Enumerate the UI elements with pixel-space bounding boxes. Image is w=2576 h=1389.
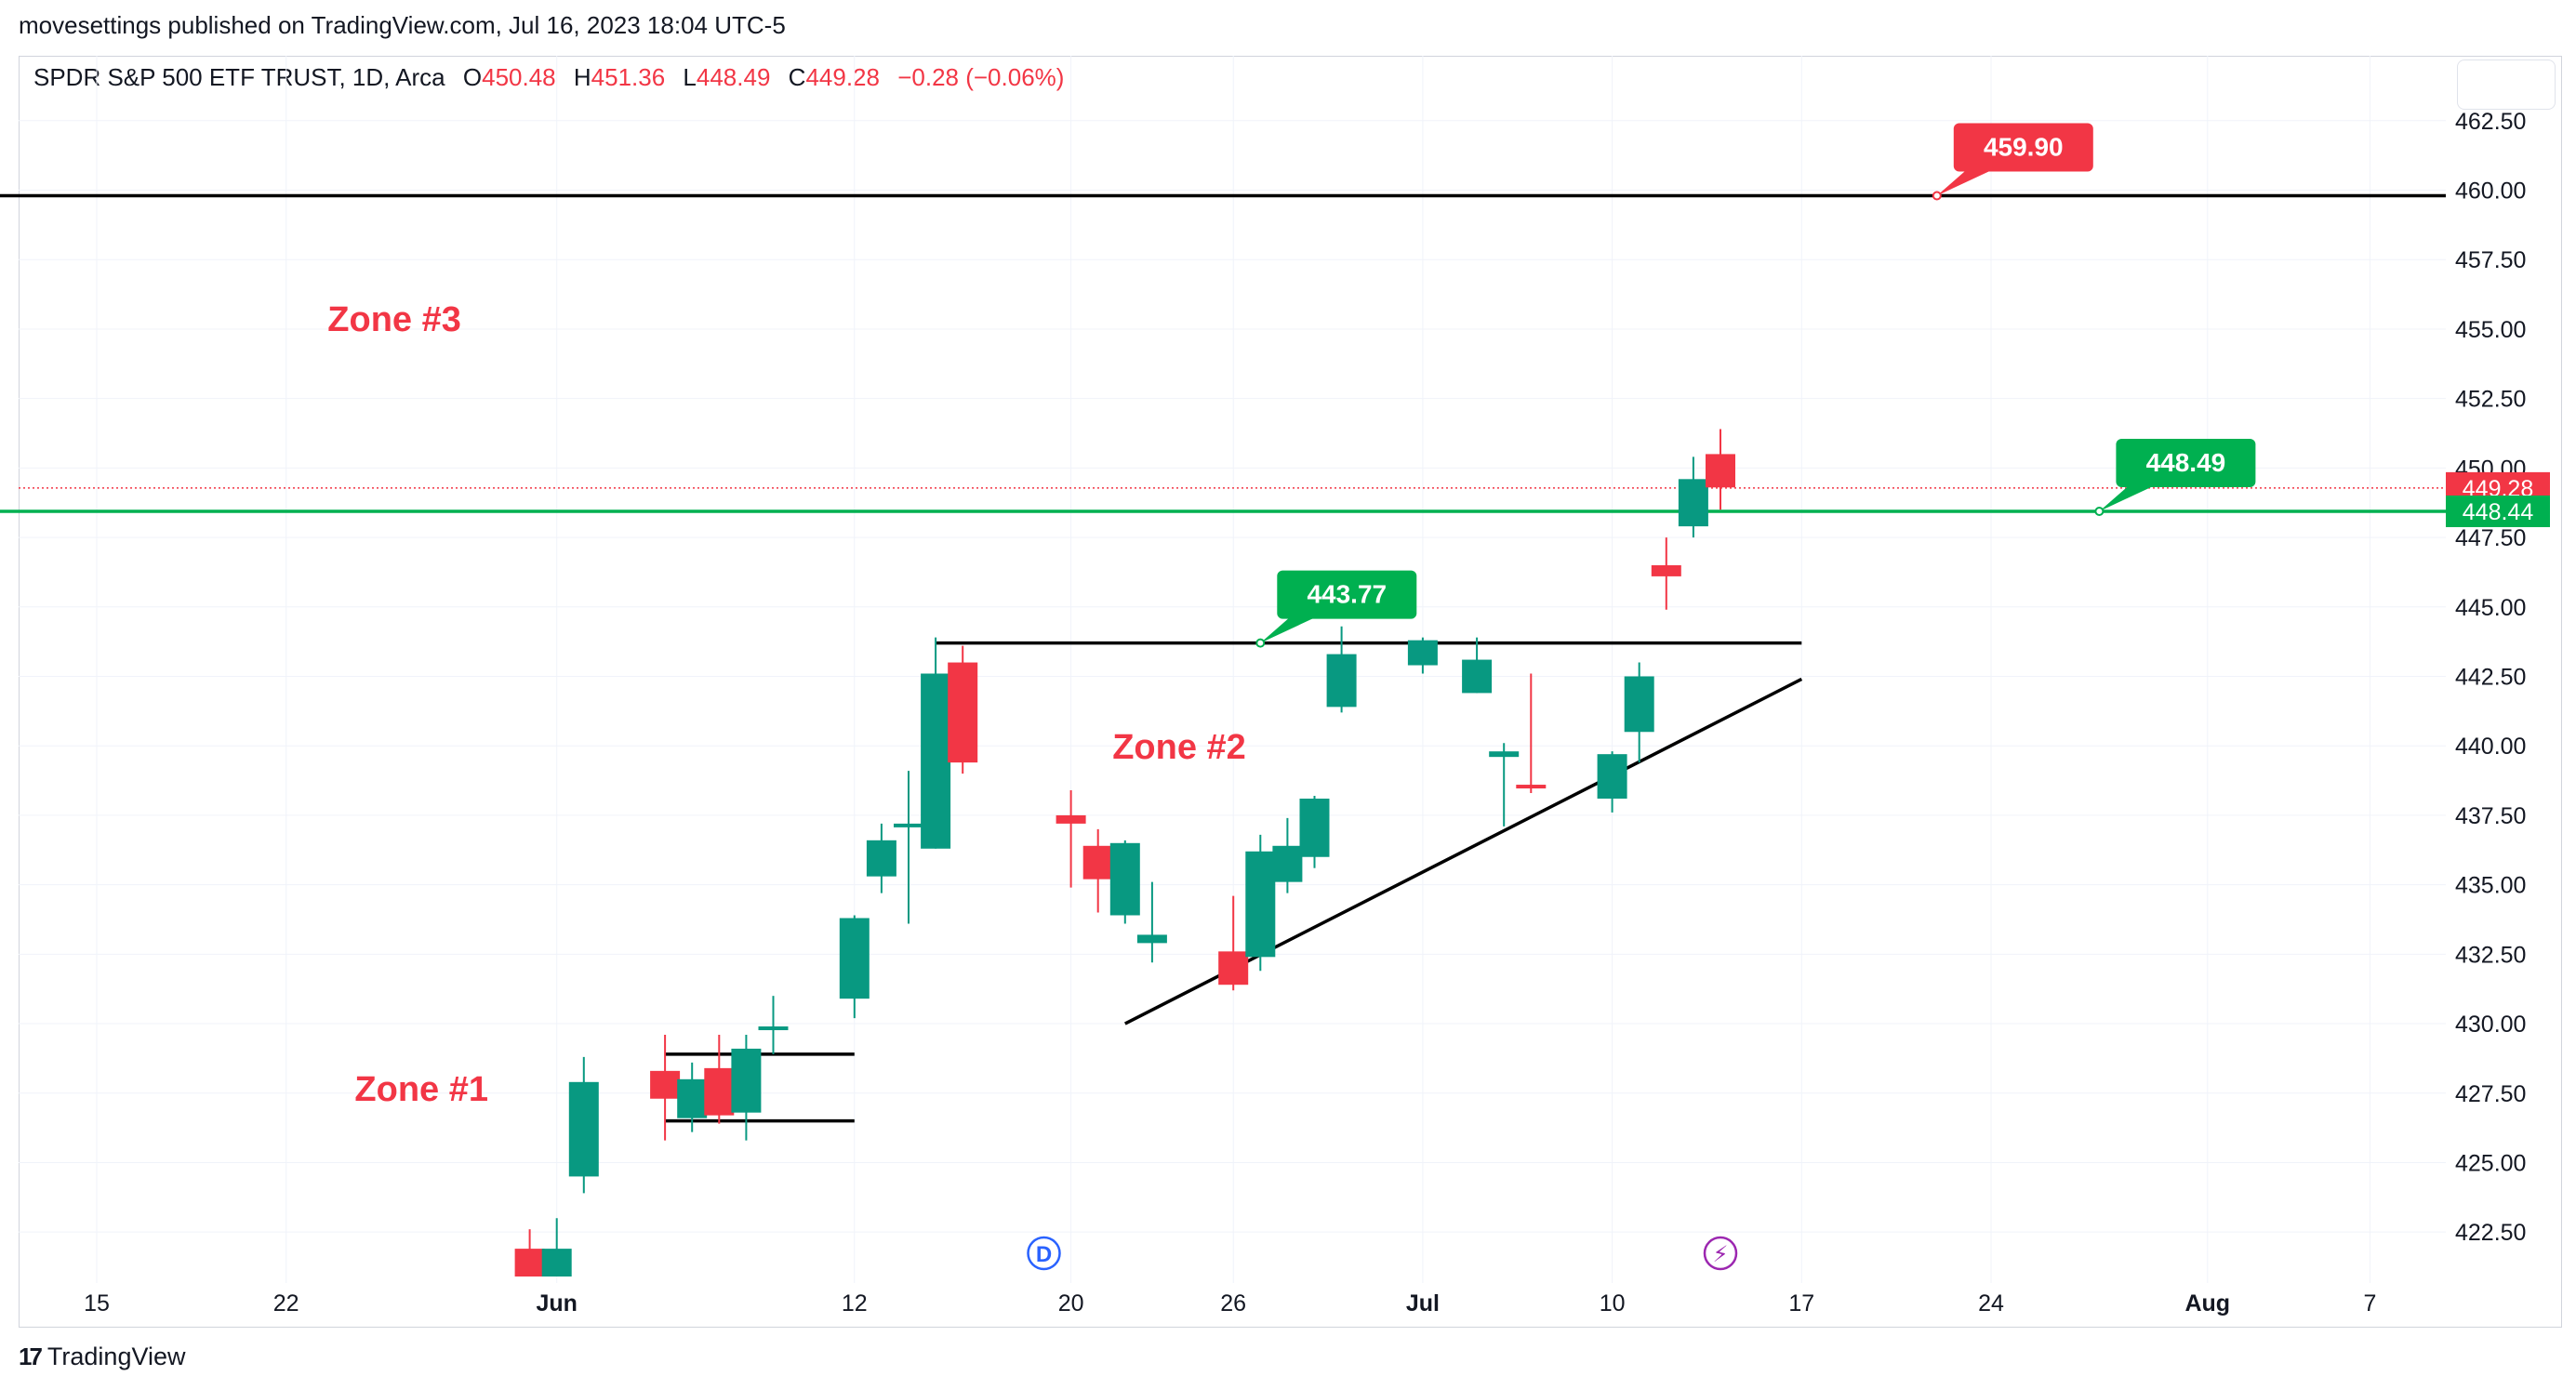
candle-body	[894, 823, 923, 827]
candle-body	[704, 1067, 735, 1116]
candle-body	[1516, 785, 1547, 789]
event-marker-icon	[1027, 1236, 1061, 1271]
candle-body	[568, 1081, 599, 1177]
publish-header: movesettings published on TradingView.co…	[19, 11, 786, 39]
candle-body	[514, 1249, 545, 1277]
y-axis-tick-label: 422.50	[2455, 1220, 2526, 1246]
low-value: 448.49	[696, 63, 771, 91]
y-axis-tick-label: 425.00	[2455, 1150, 2526, 1176]
event-marker-symbol: D	[1036, 1242, 1052, 1267]
y-axis-tick-label: 452.50	[2455, 387, 2526, 413]
level-price-badge-text: 448.44	[2463, 499, 2534, 525]
candle-body	[1245, 851, 1276, 958]
candle-body	[1597, 754, 1627, 799]
y-axis-tick-label: 447.50	[2455, 525, 2526, 551]
chart-toolbar-box[interactable]	[2457, 60, 2556, 110]
x-axis-tick-label: Jun	[536, 1290, 577, 1316]
level-price-badge-box	[2446, 495, 2550, 527]
y-axis-tick-label: 427.50	[2455, 1081, 2526, 1107]
tradingview-brand: TradingView	[46, 1343, 186, 1370]
x-axis-tick-label: 15	[84, 1290, 110, 1316]
segment-callout-pointer	[1260, 616, 1317, 643]
x-axis-tick-label: 22	[273, 1290, 299, 1316]
open-value: 450.48	[482, 63, 556, 91]
candle-body	[1326, 654, 1357, 708]
candle-body	[1136, 934, 1167, 944]
candle-body	[839, 918, 870, 999]
high-value: 451.36	[591, 63, 666, 91]
candle-body	[1109, 842, 1140, 916]
x-axis-tick-label: 24	[1978, 1290, 2004, 1316]
y-axis-tick-label: 430.00	[2455, 1012, 2526, 1038]
y-axis-tick-label: 455.00	[2455, 317, 2526, 343]
level-callout-anchor	[2094, 506, 2105, 516]
y-axis-tick-label: 445.00	[2455, 595, 2526, 621]
candle-body	[758, 1026, 789, 1031]
zone-label: Zone #2	[1112, 728, 1246, 767]
y-axis-tick-label: 460.00	[2455, 179, 2526, 205]
level-callout-text: 448.49	[2146, 448, 2226, 477]
x-axis-tick-label: 17	[1788, 1290, 1814, 1316]
level-callout-pointer	[2099, 484, 2156, 511]
symbol-legend: SPDR S&P 500 ETF TRUST, 1D, Arca O450.48…	[33, 63, 1064, 92]
tradingview-logo-icon: 17	[19, 1343, 43, 1370]
chart-frame	[19, 56, 2562, 1328]
y-axis-tick-label: 435.00	[2455, 873, 2526, 899]
y-axis-tick-label: 462.50	[2455, 109, 2526, 135]
candle-body	[1299, 798, 1330, 857]
candle-body	[1082, 845, 1113, 880]
level-callout-pointer	[1936, 169, 1993, 196]
y-axis-tick-label: 457.50	[2455, 247, 2526, 273]
close-value: 449.28	[805, 63, 880, 91]
candle-body	[731, 1048, 762, 1113]
segment-callout-box	[1277, 570, 1417, 619]
change-value: −0.28 (−0.06%)	[897, 63, 1065, 91]
zone-label: Zone #1	[354, 1070, 488, 1109]
symbol-title: SPDR S&P 500 ETF TRUST, 1D, Arca	[33, 63, 445, 91]
x-axis-tick-label: Jul	[1406, 1290, 1440, 1316]
x-axis-tick-label: 7	[2363, 1290, 2376, 1316]
candle-body	[677, 1078, 708, 1118]
candle-body	[1651, 564, 1681, 576]
candle-body	[1407, 640, 1438, 666]
segment-callout-text: 443.77	[1307, 580, 1387, 609]
candle-body	[1706, 454, 1735, 488]
zone-label: Zone #3	[327, 300, 461, 339]
y-axis-tick-label: 437.50	[2455, 803, 2526, 829]
level-callout-box	[1953, 123, 2093, 172]
candle-body	[1489, 751, 1520, 758]
candle-body	[650, 1070, 681, 1099]
candle-body	[1678, 479, 1708, 527]
x-axis-tick-label: 20	[1058, 1290, 1084, 1316]
y-axis-tick-label: 432.50	[2455, 942, 2526, 968]
candle-body	[1056, 814, 1086, 824]
y-axis-tick-label: 440.00	[2455, 734, 2526, 760]
x-axis-tick-label: 12	[842, 1290, 868, 1316]
candle-body	[948, 662, 978, 763]
candle-body	[921, 673, 951, 849]
event-marker-icon	[1703, 1236, 1738, 1271]
high-label: H	[573, 63, 591, 91]
candle-body	[541, 1249, 572, 1277]
x-axis-tick-label: 26	[1220, 1290, 1246, 1316]
level-callout-box	[2116, 438, 2256, 487]
candle-body	[1218, 951, 1249, 986]
x-axis-tick-label: 10	[1600, 1290, 1626, 1316]
y-axis-tick-label: 442.50	[2455, 664, 2526, 690]
x-axis-tick-label: Aug	[2184, 1290, 2230, 1316]
close-label: C	[788, 63, 806, 91]
level-callout-anchor	[1932, 191, 1942, 201]
candle-body	[1624, 676, 1654, 733]
event-marker-symbol: ⚡	[1713, 1242, 1729, 1267]
level-callout-text: 459.90	[1984, 132, 2064, 161]
candle-body	[1462, 659, 1493, 694]
tradingview-footer[interactable]: 17 TradingView	[19, 1343, 186, 1371]
candle-body	[1272, 845, 1303, 882]
low-label: L	[683, 63, 697, 91]
open-label: O	[462, 63, 483, 91]
candle-body	[866, 840, 896, 877]
segment-callout-anchor	[1255, 638, 1266, 648]
